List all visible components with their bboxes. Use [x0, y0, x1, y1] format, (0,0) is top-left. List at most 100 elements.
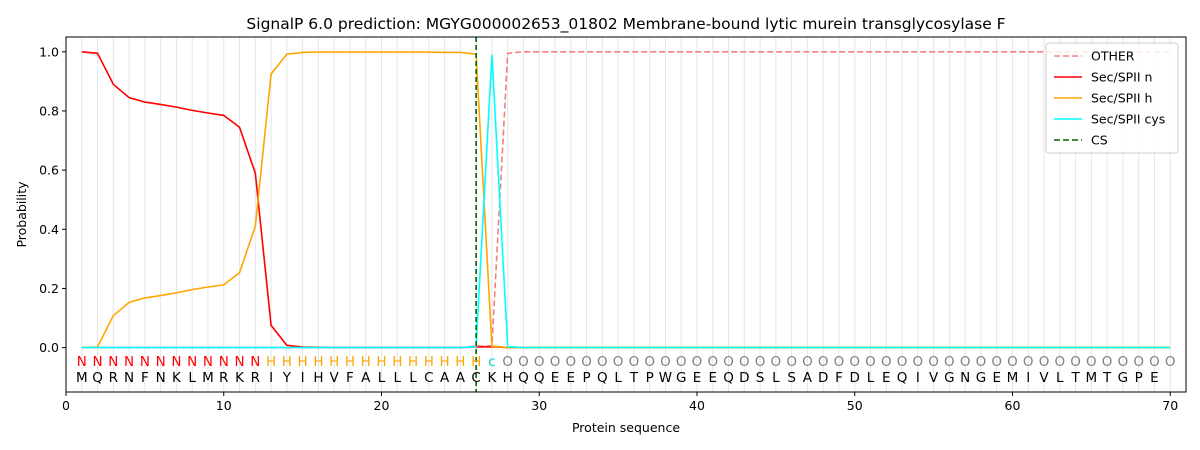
residue-letter: Q	[518, 370, 529, 386]
region-label: O	[1102, 354, 1113, 370]
region-label: H	[313, 354, 323, 370]
y-tick-label: 0.0	[39, 340, 59, 355]
series-line	[81, 54, 1171, 349]
residue-letter: N	[124, 370, 134, 386]
residue-letter: F	[835, 370, 843, 386]
sequence-annotations: NMNQNRNNNFNNNKNLNMNRNKNRHIHYHIHHHVHFHAHL…	[76, 354, 1176, 386]
region-label: O	[629, 354, 640, 370]
residue-letter: L	[394, 370, 402, 386]
residue-letter: E	[551, 370, 560, 386]
residue-letter: V	[929, 370, 939, 386]
region-label: O	[976, 354, 987, 370]
residue-letter: H	[313, 370, 323, 386]
residue-letter: E	[708, 370, 717, 386]
residue-letter: M	[1007, 370, 1019, 386]
region-label: O	[1039, 354, 1050, 370]
region-label: N	[250, 354, 260, 370]
residue-letter: E	[567, 370, 576, 386]
residue-letter: A	[440, 370, 450, 386]
residue-letter: A	[456, 370, 466, 386]
grid	[81, 37, 1171, 392]
region-label: N	[234, 354, 244, 370]
residue-letter: Q	[597, 370, 608, 386]
region-label: H	[266, 354, 276, 370]
region-label: O	[1054, 354, 1065, 370]
x-tick-label: 0	[62, 398, 70, 413]
x-tick-label: 40	[689, 398, 705, 413]
x-tick-label: 70	[1162, 398, 1178, 413]
residue-letter: D	[739, 370, 749, 386]
residue-letter: M	[202, 370, 214, 386]
residue-letter: Q	[534, 370, 545, 386]
region-label: O	[818, 354, 829, 370]
residue-letter: N	[960, 370, 970, 386]
region-label: O	[960, 354, 971, 370]
residue-letter: G	[976, 370, 986, 386]
residue-letter: T	[1070, 370, 1080, 386]
region-label: N	[171, 354, 181, 370]
residue-letter: I	[916, 370, 920, 386]
x-axis-ticks: 0 10 20 30 40 50 60 70	[62, 392, 1178, 413]
region-label: O	[991, 354, 1002, 370]
region-label: O	[550, 354, 561, 370]
region-label: O	[771, 354, 782, 370]
region-label: O	[613, 354, 624, 370]
region-label: O	[534, 354, 545, 370]
residue-letter: F	[141, 370, 149, 386]
legend-label: OTHER	[1091, 49, 1135, 64]
region-label: N	[219, 354, 229, 370]
region-label: O	[755, 354, 766, 370]
region-label: O	[565, 354, 576, 370]
region-label: O	[944, 354, 955, 370]
residue-letter: R	[251, 370, 260, 386]
residue-letter: M	[1086, 370, 1098, 386]
residue-letter: A	[361, 370, 371, 386]
residue-letter: E	[992, 370, 1001, 386]
x-tick-label: 30	[531, 398, 547, 413]
residue-letter: P	[646, 370, 654, 386]
residue-letter: C	[424, 370, 433, 386]
region-label: H	[392, 354, 402, 370]
region-label: O	[928, 354, 939, 370]
residue-letter: M	[76, 370, 88, 386]
residue-letter: D	[850, 370, 860, 386]
residue-letter: L	[614, 370, 622, 386]
y-tick-label: 0.2	[39, 281, 59, 296]
region-label: N	[140, 354, 150, 370]
residue-letter: S	[756, 370, 765, 386]
region-label: H	[376, 354, 386, 370]
legend-box	[1045, 42, 1179, 154]
region-label: N	[92, 354, 102, 370]
residue-letter: I	[1026, 370, 1030, 386]
residue-letter: V	[330, 370, 340, 386]
region-label: N	[187, 354, 197, 370]
residue-letter: L	[1056, 370, 1064, 386]
residue-letter: F	[346, 370, 354, 386]
region-label: H	[408, 354, 418, 370]
plot-series	[81, 37, 1171, 392]
region-label: O	[865, 354, 876, 370]
region-label: O	[1118, 354, 1129, 370]
region-label: O	[676, 354, 687, 370]
residue-letter: G	[676, 370, 686, 386]
region-label: O	[1149, 354, 1160, 370]
residue-letter: I	[301, 370, 305, 386]
region-label: O	[802, 354, 813, 370]
residue-letter: E	[882, 370, 891, 386]
region-label: O	[660, 354, 671, 370]
residue-letter: K	[487, 370, 497, 386]
residue-letter: K	[172, 370, 182, 386]
region-label: O	[897, 354, 908, 370]
region-label: H	[298, 354, 308, 370]
residue-letter: D	[818, 370, 828, 386]
legend-label: Sec/SPII h	[1091, 91, 1152, 106]
region-label: O	[1086, 354, 1097, 370]
residue-letter: C	[471, 370, 480, 386]
x-axis-label: Protein sequence	[572, 420, 680, 435]
region-label: H	[455, 354, 465, 370]
x-tick-label: 10	[216, 398, 232, 413]
residue-letter: G	[1118, 370, 1128, 386]
residue-letter: P	[1135, 370, 1143, 386]
region-label: H	[282, 354, 292, 370]
